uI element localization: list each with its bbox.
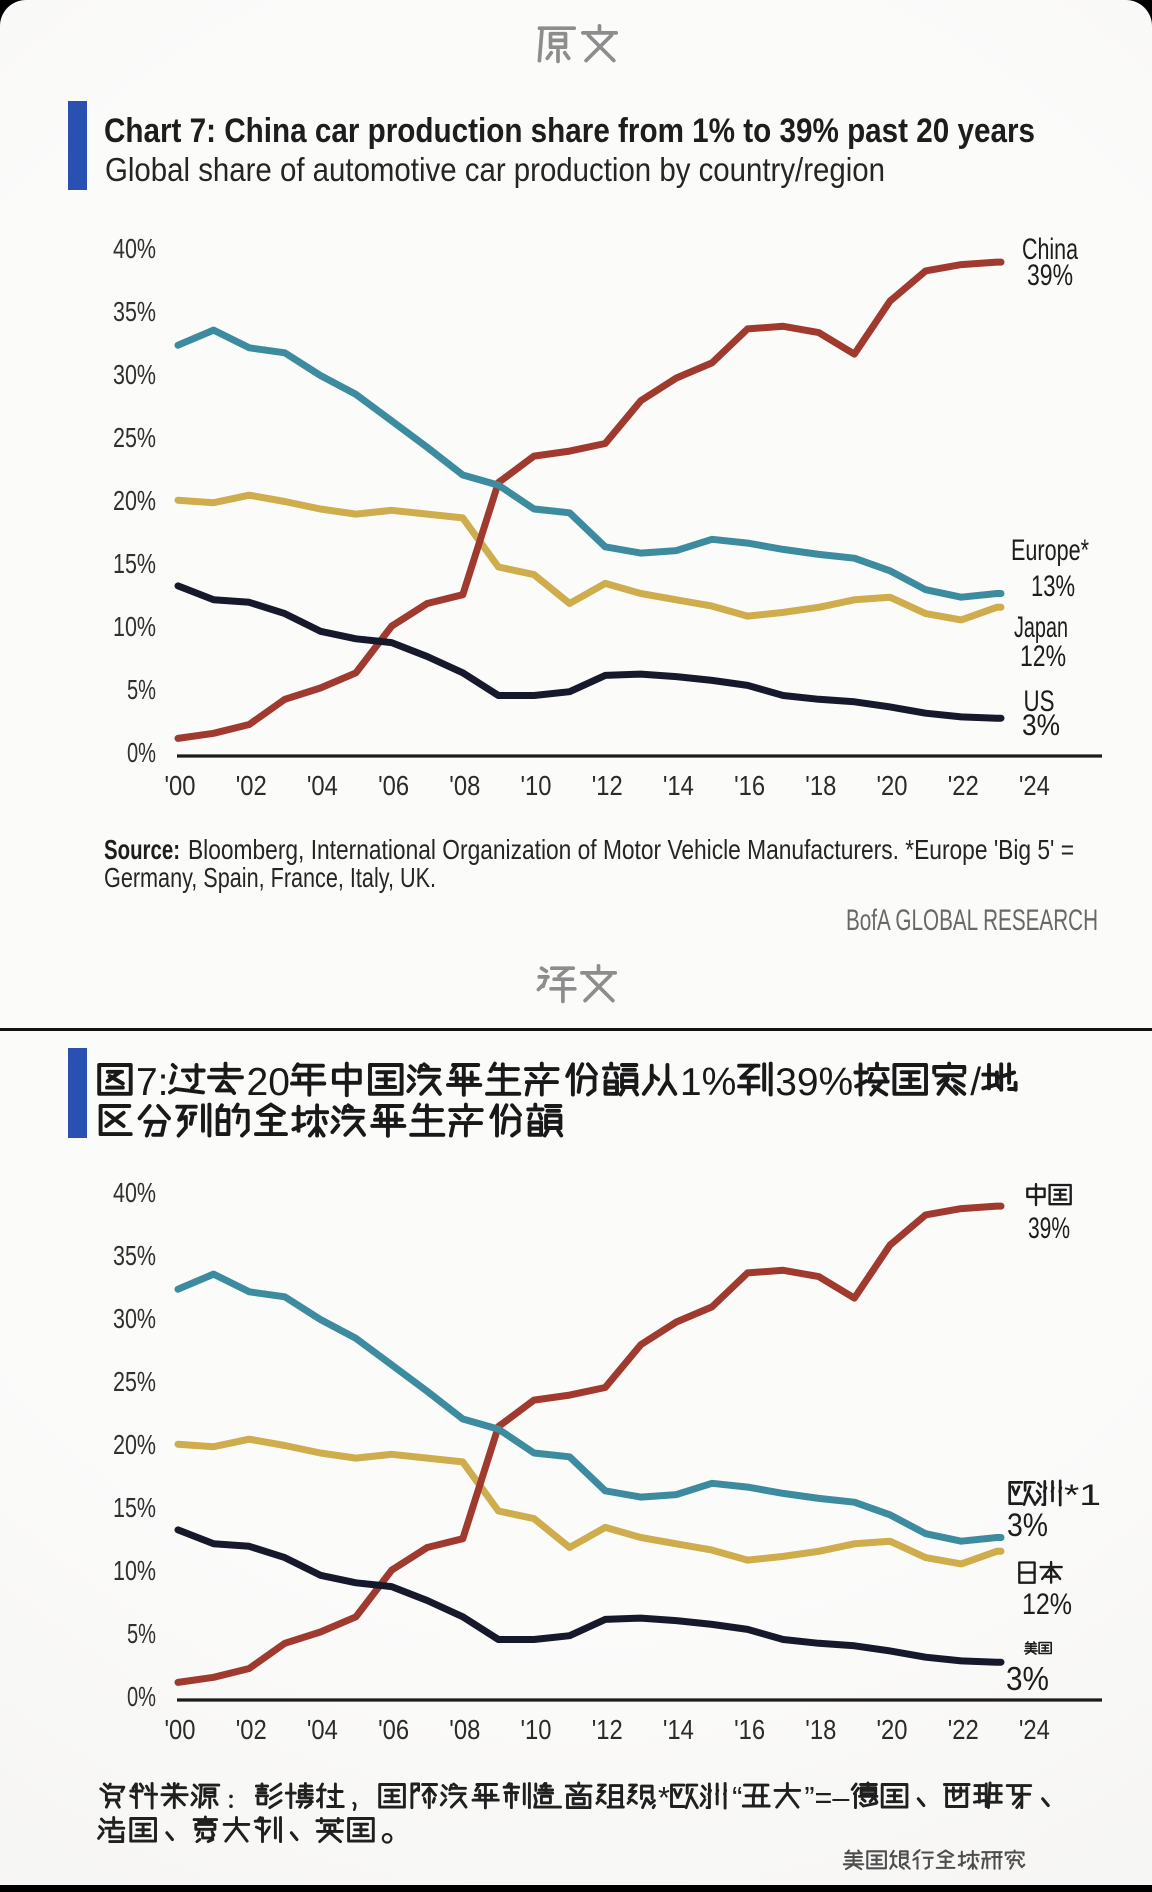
svg-text:Europe*: Europe* xyxy=(1011,534,1089,567)
svg-text:'12: '12 xyxy=(592,1714,623,1745)
svg-text:30%: 30% xyxy=(113,1303,156,1334)
svg-text:'08: '08 xyxy=(449,770,480,801)
svg-text:Japan: Japan xyxy=(1014,611,1068,644)
svg-text:'16: '16 xyxy=(734,1714,765,1745)
svg-text:20: 20 xyxy=(247,1061,290,1104)
svg-text:'24: '24 xyxy=(1019,1714,1050,1745)
svg-text:Germany, Spain, France, Italy,: Germany, Spain, France, Italy, UK. xyxy=(104,862,436,893)
svg-text:20%: 20% xyxy=(113,485,156,516)
svg-text:3%: 3% xyxy=(1022,709,1060,742)
svg-text:BofA GLOBAL RESEARCH: BofA GLOBAL RESEARCH xyxy=(846,904,1098,937)
svg-text:25%: 25% xyxy=(113,1366,156,1397)
svg-text:'06: '06 xyxy=(378,1714,409,1745)
svg-text:'08: '08 xyxy=(449,1714,480,1745)
svg-text:'24: '24 xyxy=(1019,770,1050,801)
svg-text:40%: 40% xyxy=(113,1177,156,1208)
svg-text:0%: 0% xyxy=(127,737,156,768)
svg-text:'14: '14 xyxy=(663,770,694,801)
svg-text:'20: '20 xyxy=(877,1714,908,1745)
svg-text:1%: 1% xyxy=(680,1061,736,1104)
svg-text:3%: 3% xyxy=(1007,1507,1048,1543)
svg-text:10%: 10% xyxy=(113,1555,156,1586)
svg-text:*: * xyxy=(658,1781,670,1815)
svg-text:Bloomberg, International Organ: Bloomberg, International Organization of… xyxy=(188,834,1074,865)
svg-text:'10: '10 xyxy=(521,1714,552,1745)
svg-text:'12: '12 xyxy=(592,770,623,801)
svg-text:10%: 10% xyxy=(113,611,156,642)
svg-text:'22: '22 xyxy=(948,1714,979,1745)
svg-text:'16: '16 xyxy=(734,770,765,801)
svg-text:15%: 15% xyxy=(113,548,156,579)
svg-text:Chart 7: China car production: Chart 7: China car production share from… xyxy=(104,112,1035,150)
svg-text:0%: 0% xyxy=(127,1681,156,1712)
svg-text:39%: 39% xyxy=(1027,259,1073,292)
svg-text:China: China xyxy=(1022,233,1078,266)
svg-text:'04: '04 xyxy=(307,1714,338,1745)
svg-text:12%: 12% xyxy=(1022,1588,1072,1621)
svg-text:'00: '00 xyxy=(165,770,196,801)
svg-text:5%: 5% xyxy=(127,674,156,705)
svg-text:20%: 20% xyxy=(113,1429,156,1460)
svg-text:“: “ xyxy=(732,1781,742,1815)
svg-text:5%: 5% xyxy=(127,1618,156,1649)
svg-text:35%: 35% xyxy=(113,296,156,327)
svg-text:Source:: Source: xyxy=(104,834,180,865)
svg-text:'04: '04 xyxy=(307,770,338,801)
svg-text:'22: '22 xyxy=(948,770,979,801)
svg-text:15%: 15% xyxy=(113,1492,156,1523)
svg-text:7:: 7: xyxy=(136,1061,169,1104)
svg-text:Global share of automotive car: Global share of automotive car productio… xyxy=(105,151,885,188)
svg-text:”=–: ”=– xyxy=(804,1781,849,1815)
svg-text:US: US xyxy=(1024,685,1055,718)
svg-text:'06: '06 xyxy=(378,770,409,801)
svg-text:*1: *1 xyxy=(1064,1479,1101,1512)
svg-text:35%: 35% xyxy=(113,1240,156,1271)
svg-text:'20: '20 xyxy=(877,770,908,801)
svg-text:39%: 39% xyxy=(775,1061,853,1104)
svg-text:'14: '14 xyxy=(663,1714,694,1745)
svg-text:40%: 40% xyxy=(113,233,156,264)
svg-text:'02: '02 xyxy=(236,1714,267,1745)
svg-text:13%: 13% xyxy=(1031,570,1075,603)
svg-text:'10: '10 xyxy=(521,770,552,801)
svg-text:'18: '18 xyxy=(805,770,836,801)
svg-text:12%: 12% xyxy=(1020,640,1066,673)
svg-text:/: / xyxy=(970,1061,981,1104)
svg-text:30%: 30% xyxy=(113,359,156,390)
svg-text:'00: '00 xyxy=(165,1714,196,1745)
svg-text:'18: '18 xyxy=(805,1714,836,1745)
svg-text:'02: '02 xyxy=(236,770,267,801)
svg-text:39%: 39% xyxy=(1028,1212,1070,1245)
svg-text:25%: 25% xyxy=(113,422,156,453)
svg-text:3%: 3% xyxy=(1006,1660,1049,1697)
